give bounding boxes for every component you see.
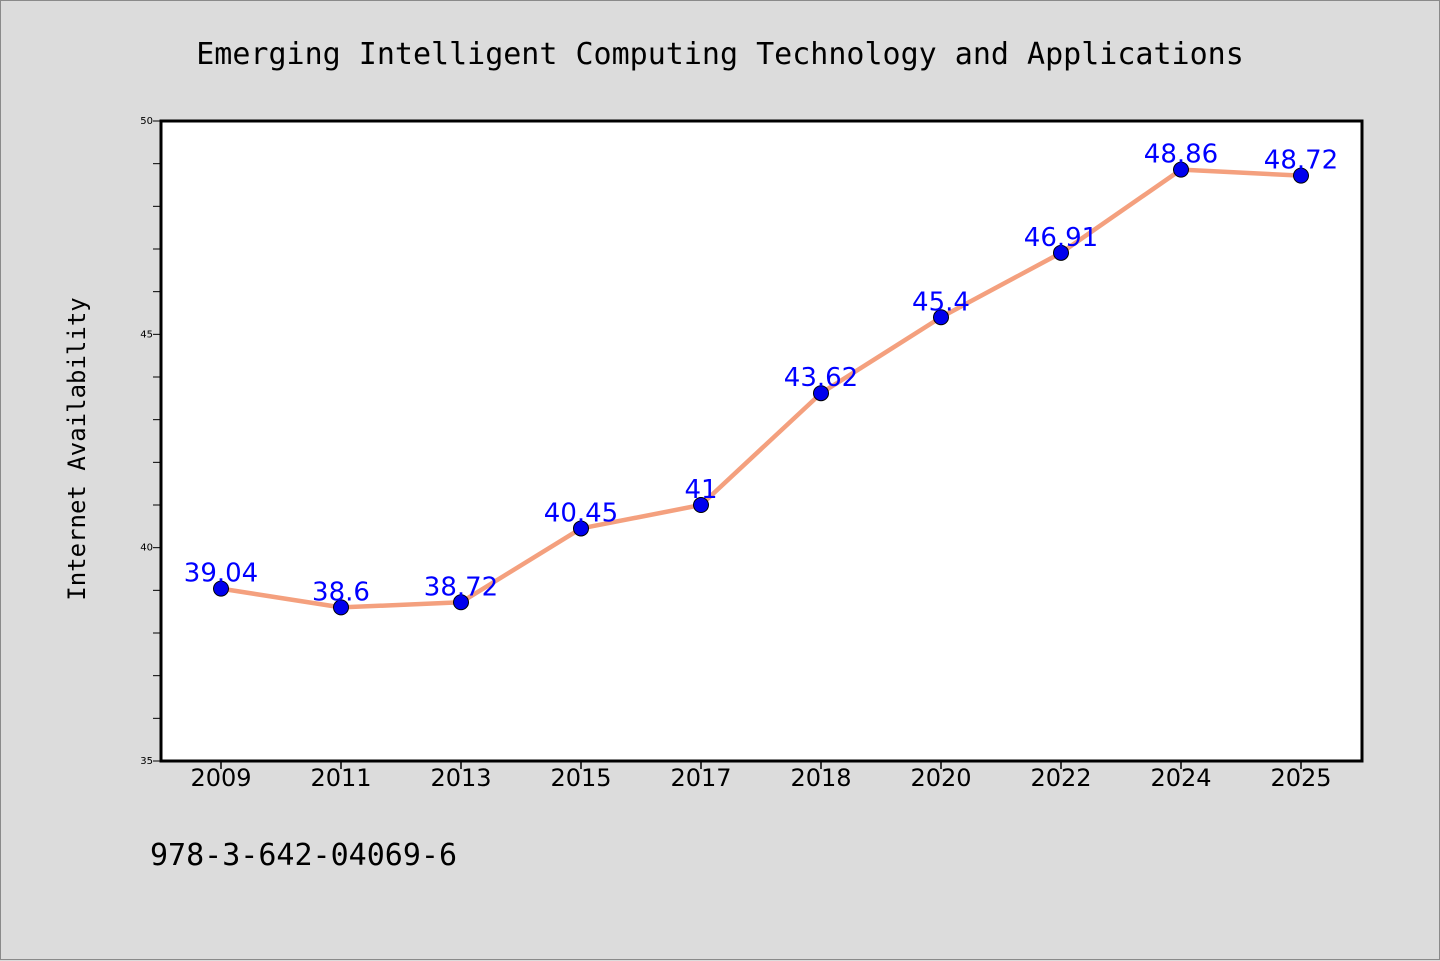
series-line — [218, 167, 1304, 610]
data-point — [1173, 161, 1189, 178]
data-point — [693, 497, 709, 513]
x-tick-label: 2024 — [1150, 764, 1211, 792]
y-tick-label: 45 — [140, 329, 153, 340]
x-tick-label: 2020 — [910, 764, 971, 792]
data-point — [813, 385, 829, 402]
plot-area — [159, 119, 1364, 763]
x-tick-label: 2025 — [1270, 764, 1331, 792]
data-point — [333, 599, 349, 616]
data-label: 38.72 — [424, 572, 498, 602]
data-labels: 39.04 38.6 38.72 40.45 41 43.62 45.4 46.91 48.86… — [184, 140, 1338, 608]
data-label: 40.45 — [544, 498, 618, 528]
data-point — [573, 520, 589, 537]
x-tick-label: 2011 — [310, 764, 371, 792]
x-tick-label: 2015 — [550, 764, 611, 792]
x-tick-label: 2022 — [1030, 764, 1091, 792]
data-markers — [213, 161, 1309, 616]
chart-title: Emerging Intelligent Computing Technolog… — [196, 37, 1244, 72]
data-label: 46.91 — [1024, 223, 1098, 253]
y-tick-label: 35 — [140, 756, 153, 767]
data-label: 39.04 — [184, 559, 258, 589]
data-label: 48.86 — [1144, 140, 1218, 170]
data-point — [933, 309, 949, 326]
axis-ticks: 35 40 45 50 2009 2011 2013 2015 2017 2018 2020 2022… — [140, 116, 1331, 792]
y-axis-label: Internet Availability — [63, 297, 91, 600]
x-tick-label: 2009 — [190, 764, 251, 792]
x-tick-label: 2018 — [790, 764, 851, 792]
y-tick-label: 40 — [140, 543, 153, 554]
data-point — [453, 594, 469, 611]
data-point — [1053, 244, 1069, 261]
data-label: 43.62 — [784, 363, 858, 393]
y-tick-label: 50 — [140, 116, 153, 127]
data-label: 48.72 — [1264, 146, 1338, 176]
data-point — [213, 580, 229, 597]
data-label: 41 — [684, 475, 717, 505]
data-label: 38.6 — [312, 577, 370, 607]
data-point — [1293, 167, 1309, 184]
x-tick-label: 2013 — [430, 764, 491, 792]
data-label: 45.4 — [912, 287, 970, 317]
footer-isbn: 978-3-642-04069-6 — [150, 838, 457, 873]
x-tick-label: 2017 — [670, 764, 731, 792]
